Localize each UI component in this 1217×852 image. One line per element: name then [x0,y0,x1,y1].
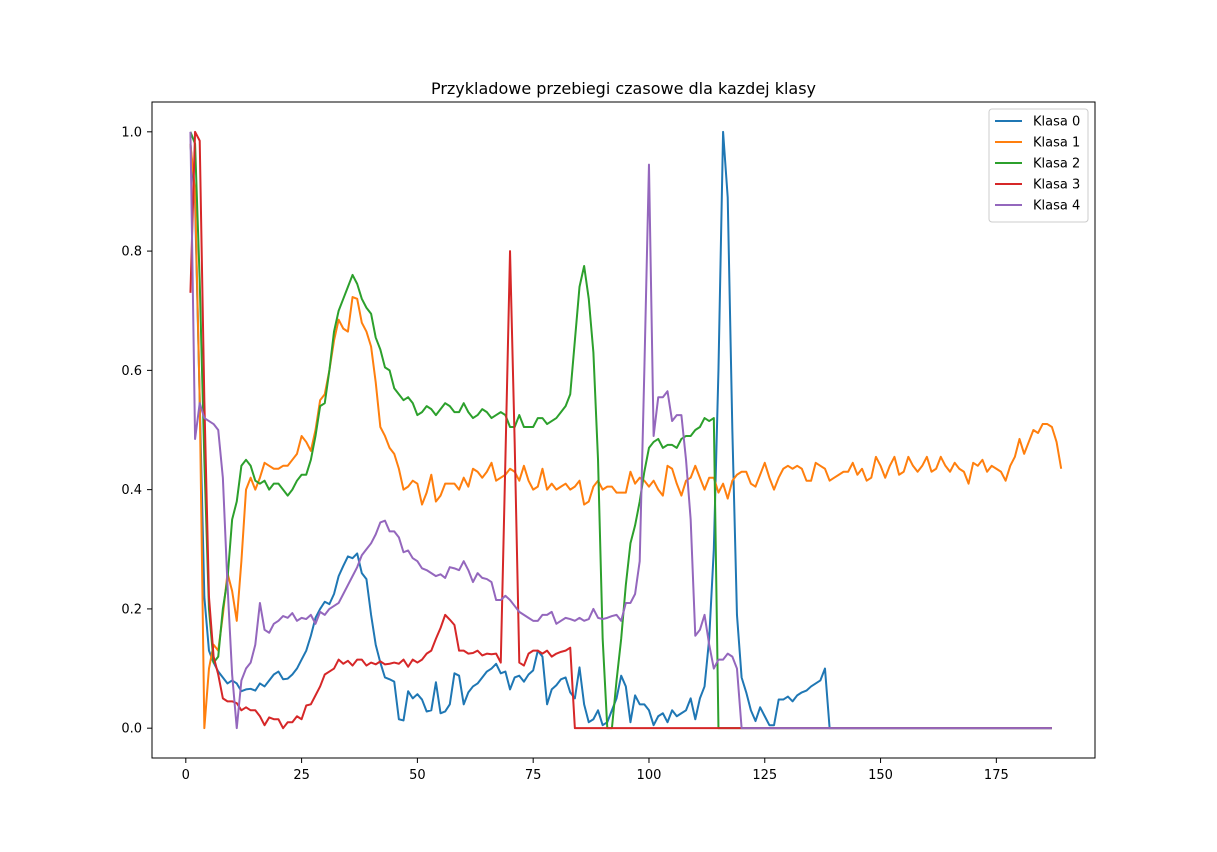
x-tick-label: 25 [293,768,310,783]
x-axis: 0 25 50 75 100 125 150 175 [182,758,1009,783]
x-tick-label: 0 [182,768,190,783]
plot-frame [151,101,1096,759]
legend-label: Klasa 1 [1033,136,1080,151]
chart-title: Przykladowe przebiegi czasowe dla kazdej… [431,79,816,98]
series-line-klasa-3 [189,130,1052,730]
x-tick-label: 75 [525,768,542,783]
y-tick-label: 0.6 [121,364,142,379]
x-tick-label: 50 [409,768,426,783]
x-tick-label: 100 [637,768,662,783]
legend: Klasa 0 Klasa 1 Klasa 2 Klasa 3 Klasa 4 [988,108,1089,223]
legend-box [988,108,1089,223]
y-tick-label: 0.2 [121,602,142,617]
x-tick-label: 150 [868,768,893,783]
y-tick-label: 0.8 [121,245,142,260]
y-tick-label: 0.4 [121,483,142,498]
series-line-klasa-1 [189,143,1063,730]
legend-label: Klasa 3 [1033,178,1080,193]
x-tick-label: 125 [752,768,777,783]
legend-label: Klasa 0 [1033,115,1080,130]
legend-label: Klasa 4 [1033,199,1080,214]
series-line-klasa-4 [189,131,1052,730]
x-tick-label: 175 [984,768,1009,783]
series-line-klasa-2 [189,131,1052,730]
y-tick-label: 1.0 [121,125,142,140]
series-layer [189,130,1063,730]
series-line-klasa-0 [189,130,1052,730]
y-axis: 0.0 0.2 0.4 0.6 0.8 1.0 [121,125,152,737]
y-tick-label: 0.0 [121,722,142,737]
legend-label: Klasa 2 [1033,157,1080,172]
